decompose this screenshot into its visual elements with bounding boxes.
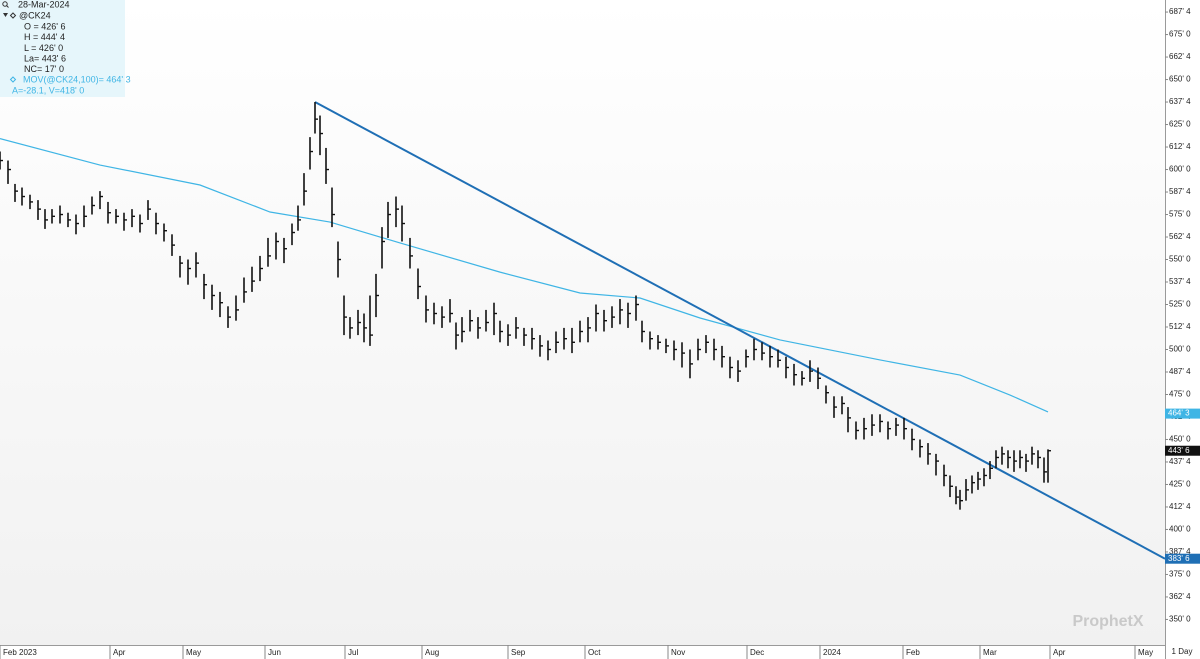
y-tick-label: 412' 4 [1169,502,1191,511]
x-tick-label: Jul [348,648,358,657]
y-tick-label: 387' 4 [1169,547,1191,556]
plot-area [0,0,1165,645]
info-line: La= 443' 6 [24,53,66,63]
y-tick-label: 587' 4 [1169,187,1191,196]
trendline [314,101,1166,560]
y-tick-label: 375' 0 [1169,570,1191,579]
x-tick-label: Aug [425,648,439,657]
info-symbol: @CK24 [19,10,51,20]
x-tick-label: Jun [268,648,281,657]
info-line: L = 426' 0 [24,43,63,53]
x-tick-label: Sep [511,648,526,657]
y-tick-label: 662' 4 [1169,52,1191,61]
x-tick-label: Apr [113,648,126,657]
y-tick-label: 562' 4 [1169,232,1191,241]
y-tick-label: 600' 0 [1169,165,1191,174]
search-icon[interactable] [2,1,8,7]
y-tick-label: 575' 0 [1169,210,1191,219]
moving-average-line [0,137,1049,413]
search-icon-handle [6,5,9,8]
watermark: ProphetX [1072,613,1143,630]
symbol-icon [9,12,17,19]
info-date: 28-Mar-2024 [18,0,70,9]
y-tick-label: 550' 0 [1169,255,1191,264]
x-tick-label: Feb [906,648,920,657]
chart-layer: 350' 0 362' 4 375' 0 387' 4 400' 0 412' 4 425'… [0,7,1200,659]
info-panel: 28-Mar-2024 @CK24 O = 426' 6H = 444' 4L … [0,0,131,97]
info-study: MOV(@CK24,100)= 464' 3 [23,74,131,84]
price-flag [1165,445,1200,456]
x-tick-label: Mar [983,648,997,657]
info-line: NC= 17' 0 [24,64,64,74]
y-tick-label: 425' 0 [1169,480,1191,489]
y-tick-label: 487' 4 [1169,367,1191,376]
y-tick-label: 500' 0 [1169,345,1191,354]
price-flag-label: 443' 6 [1168,446,1190,455]
info-lines: O = 426' 6H = 444' 4L = 426' 0La= 443' 6… [24,21,66,74]
info-background [0,0,125,97]
x-tick-label: Dec [750,648,764,657]
info-stats: A=-28.1, V=418' 0 [12,85,84,95]
y-tick-label: 362' 4 [1169,592,1191,601]
y-tick-label: 525' 0 [1169,300,1191,309]
y-axis-panel [1165,0,1200,659]
y-tick-label: 475' 0 [1169,390,1191,399]
x-tick-label: Feb 2023 [3,648,37,657]
collapse-icon[interactable] [3,13,8,17]
y-tick-label: 637' 4 [1169,97,1191,106]
x-tick-label: Apr [1053,648,1066,657]
y-tick-label: 350' 0 [1169,615,1191,624]
y-tick-label: 675' 0 [1169,30,1191,39]
y-tick-label: 400' 0 [1169,525,1191,534]
price-flag-label: 464' 3 [1168,409,1190,418]
y-tick-label: 512' 4 [1169,322,1191,331]
price-flag [1165,408,1200,419]
y-tick-label: 687' 4 [1169,7,1191,16]
x-tick-label: Oct [588,648,601,657]
study-icon [9,76,17,83]
info-line: O = 426' 6 [24,21,66,31]
x-tick-label: May [1138,648,1153,657]
interval-label[interactable]: 1 Day [1172,647,1193,656]
price-flag [1165,553,1200,564]
y-tick-label: 650' 0 [1169,75,1191,84]
info-line: H = 444' 4 [24,32,65,42]
y-tick-label: 612' 4 [1169,142,1191,151]
x-tick-label: Nov [671,648,685,657]
y-tick-label: 537' 4 [1169,277,1191,286]
price-flag-label: 383' 6 [1168,554,1190,563]
x-tick-label: May [186,648,201,657]
y-tick-label: 450' 0 [1169,435,1191,444]
x-tick-label: 2024 [823,648,841,657]
y-tick-label: 437' 4 [1169,457,1191,466]
y-tick-label: 625' 0 [1169,120,1191,129]
